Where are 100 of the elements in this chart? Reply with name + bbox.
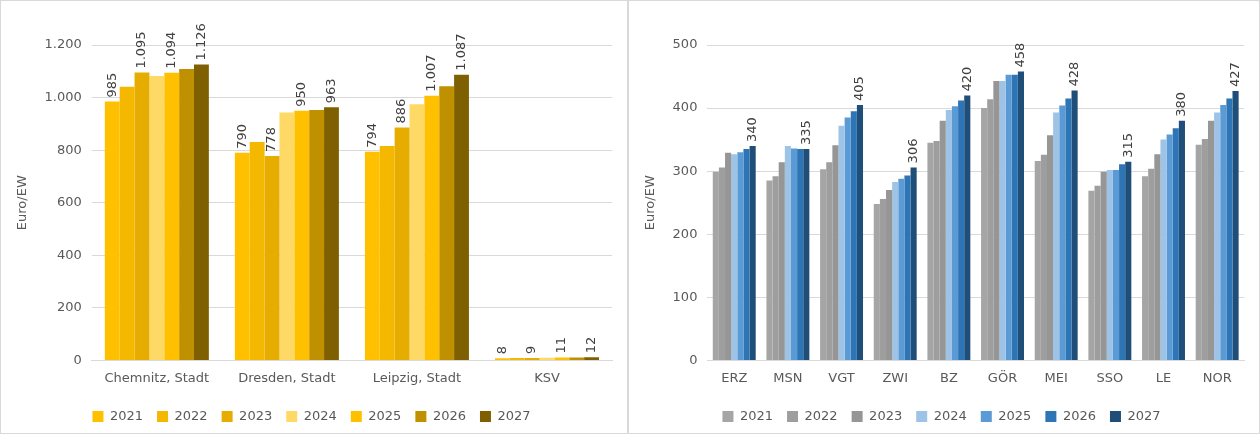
y-tick-label: 100 [672, 288, 698, 304]
data-label: 420 [958, 66, 974, 92]
y-tick-label: 300 [672, 162, 698, 178]
y-tick-label: 500 [672, 36, 698, 52]
bar [898, 178, 905, 360]
bar [264, 155, 280, 360]
data-label: 9 [523, 345, 539, 355]
data-label: 380 [1173, 91, 1189, 117]
data-label: 8 [493, 346, 509, 355]
data-label: 794 [363, 122, 379, 148]
legend-label: 2027 [1127, 407, 1161, 423]
data-label: 886 [393, 98, 409, 124]
data-label: 950 [293, 81, 309, 107]
bar [1172, 128, 1179, 360]
data-label: 427 [1226, 62, 1242, 88]
data-label: 1.007 [423, 54, 439, 92]
bar [1071, 90, 1078, 360]
bar [856, 104, 864, 360]
bar [731, 154, 738, 360]
x-tick-label: MEI [1044, 369, 1068, 385]
bar [1232, 91, 1239, 360]
data-label: 778 [263, 127, 279, 152]
bar [134, 72, 150, 360]
legend-label: 2024 [933, 407, 967, 423]
x-tick-label: GÖR [987, 368, 1018, 385]
y-tick-label: 400 [56, 246, 82, 262]
legend-label: 2023 [239, 407, 273, 423]
x-tick-label: ZWI [882, 369, 909, 385]
legend-label: 2025 [998, 407, 1032, 423]
data-label: 405 [851, 76, 867, 101]
bar [945, 109, 952, 360]
bar [194, 64, 209, 360]
data-label: 11 [553, 336, 569, 354]
bar [838, 125, 845, 360]
bar [1220, 104, 1227, 360]
x-tick-label: VGT [828, 369, 855, 385]
bar [1112, 169, 1120, 360]
bar [1119, 164, 1126, 360]
data-label: 1.095 [133, 31, 149, 69]
bar [164, 72, 180, 360]
legend-label: 2026 [432, 407, 466, 423]
bar [1011, 74, 1018, 360]
bar [1059, 105, 1066, 360]
data-label: 335 [797, 120, 813, 146]
y-tick-label: 600 [56, 194, 82, 210]
bar [910, 167, 917, 360]
bar [149, 76, 165, 360]
bar [784, 145, 791, 360]
bar [584, 357, 599, 360]
y-axis-title: Euro/EW [642, 175, 658, 231]
y-tick-label: 800 [56, 141, 82, 157]
data-label: 458 [1012, 42, 1028, 68]
bar [850, 111, 857, 360]
x-tick-label: NOR [1202, 369, 1232, 385]
x-tick-label: SSO [1096, 369, 1124, 385]
y-tick-label: 0 [689, 351, 698, 367]
data-label: 1.087 [452, 33, 468, 71]
bar [904, 175, 911, 360]
data-label: 1.094 [163, 31, 179, 69]
bar [737, 152, 744, 360]
bar [1214, 112, 1221, 360]
bar [1005, 74, 1012, 360]
legend-label: 2026 [1062, 407, 1096, 423]
bar [964, 95, 971, 360]
data-label: 985 [103, 72, 119, 98]
bar [790, 148, 798, 360]
legend-label: 2027 [497, 407, 531, 423]
bar [1160, 139, 1167, 360]
x-tick-label: LE [1155, 369, 1172, 385]
bar [1065, 98, 1072, 360]
bar [394, 127, 410, 360]
bar [1125, 161, 1132, 360]
bar [409, 104, 425, 360]
x-tick-label: Leipzig, Stadt [372, 369, 462, 385]
x-tick-label: Dresden, Stadt [238, 369, 336, 385]
bar [892, 181, 899, 360]
bar [279, 112, 295, 360]
data-label: 428 [1065, 61, 1081, 87]
data-label: 340 [744, 117, 760, 142]
bar [803, 149, 810, 360]
data-label: 790 [233, 123, 249, 149]
bar [844, 117, 851, 360]
y-tick-label: 1.000 [44, 88, 82, 104]
bar [424, 95, 440, 360]
data-label: 963 [322, 78, 338, 104]
x-tick-label: BZ [939, 369, 958, 385]
bar [999, 80, 1006, 360]
legend-label: 2022 [804, 407, 838, 423]
bar [179, 68, 194, 360]
data-label: 12 [582, 336, 598, 354]
y-tick-label: 400 [672, 99, 698, 115]
x-tick-label: Chemnitz, Stadt [104, 369, 210, 385]
bar [309, 109, 325, 360]
y-tick-label: 200 [672, 225, 698, 241]
y-tick-label: 200 [56, 299, 82, 315]
bar [454, 74, 469, 360]
bar [294, 110, 310, 360]
bar [439, 86, 455, 360]
bar [743, 149, 750, 360]
legend-label: 2023 [869, 407, 903, 423]
